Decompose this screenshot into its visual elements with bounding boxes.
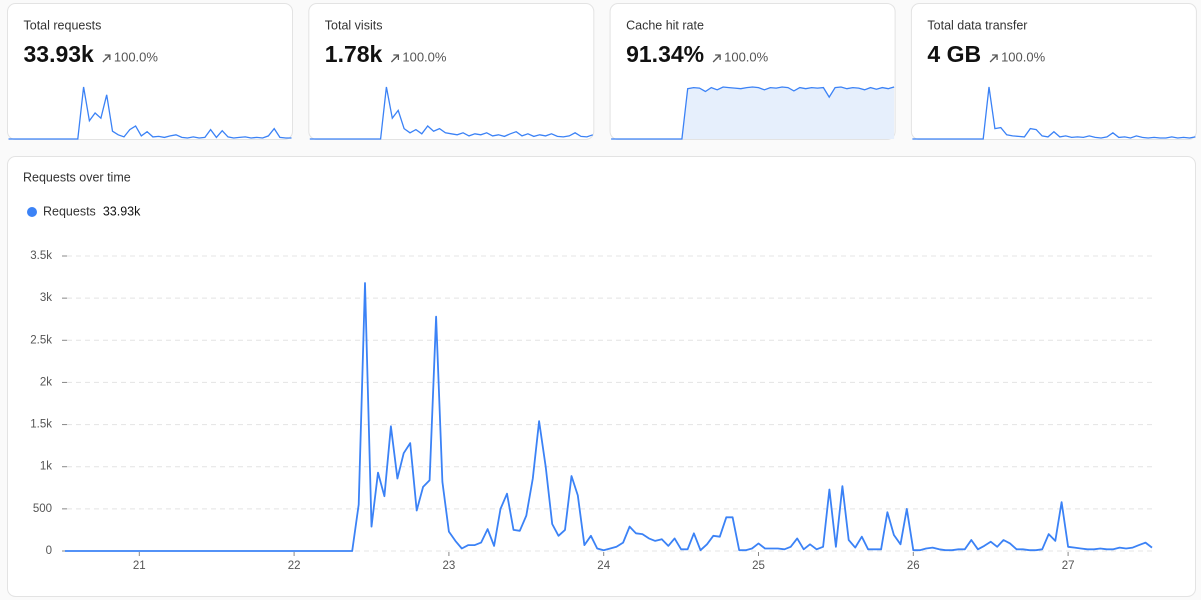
y-tick-label: 1k <box>40 461 52 473</box>
stat-value: 1.78k <box>325 41 383 67</box>
y-tick-label: 2k <box>40 376 52 388</box>
stat-label: Total requests <box>24 18 102 32</box>
x-tick-label: 26 <box>907 560 920 572</box>
x-tick-label: 23 <box>443 560 456 572</box>
stat-card <box>7 3 293 140</box>
stat-label: Total data transfer <box>927 18 1027 32</box>
stat-change: 100.0% <box>724 49 769 64</box>
stat-label: Cache hit rate <box>626 18 704 32</box>
stat-card <box>308 3 595 140</box>
x-tick-label: 25 <box>752 560 765 572</box>
trend-arrow <box>712 54 721 63</box>
legend-dot <box>27 207 37 217</box>
stat-value: 91.34% <box>626 41 704 67</box>
trend-arrow <box>989 54 998 63</box>
y-tick-label: 3.5k <box>30 250 52 262</box>
stat-value: 33.93k <box>24 41 95 67</box>
chart-panel <box>7 156 1196 597</box>
sparkline <box>8 86 292 140</box>
x-tick-label: 24 <box>597 560 610 572</box>
stat-change: 100.0% <box>114 49 159 64</box>
sparkline <box>611 86 895 140</box>
sparkline <box>912 86 1196 140</box>
trend-arrow <box>390 54 400 63</box>
stat-card <box>910 3 1197 140</box>
y-tick-label: 0 <box>46 545 52 557</box>
legend-label: Requests <box>43 204 96 218</box>
stat-value: 4 GB <box>927 41 981 67</box>
sparkline-area <box>611 87 895 139</box>
x-tick-label: 27 <box>1062 560 1075 572</box>
stat-label: Total visits <box>325 18 383 32</box>
y-tick-label: 1.5k <box>30 419 52 431</box>
sparkline <box>309 86 594 140</box>
chart-title: Requests over time <box>23 170 131 184</box>
legend-total: 33.93k <box>103 204 141 218</box>
data-line <box>65 282 1153 552</box>
x-tick-label: 22 <box>288 560 301 572</box>
y-tick-label: 500 <box>33 503 52 515</box>
x-tick-label: 21 <box>133 560 146 572</box>
y-tick-label: 2.5k <box>30 334 52 346</box>
trend-arrow <box>102 54 111 63</box>
y-tick-label: 3k <box>40 292 52 304</box>
stat-change: 100.0% <box>402 49 447 64</box>
stat-change: 100.0% <box>1001 49 1046 64</box>
